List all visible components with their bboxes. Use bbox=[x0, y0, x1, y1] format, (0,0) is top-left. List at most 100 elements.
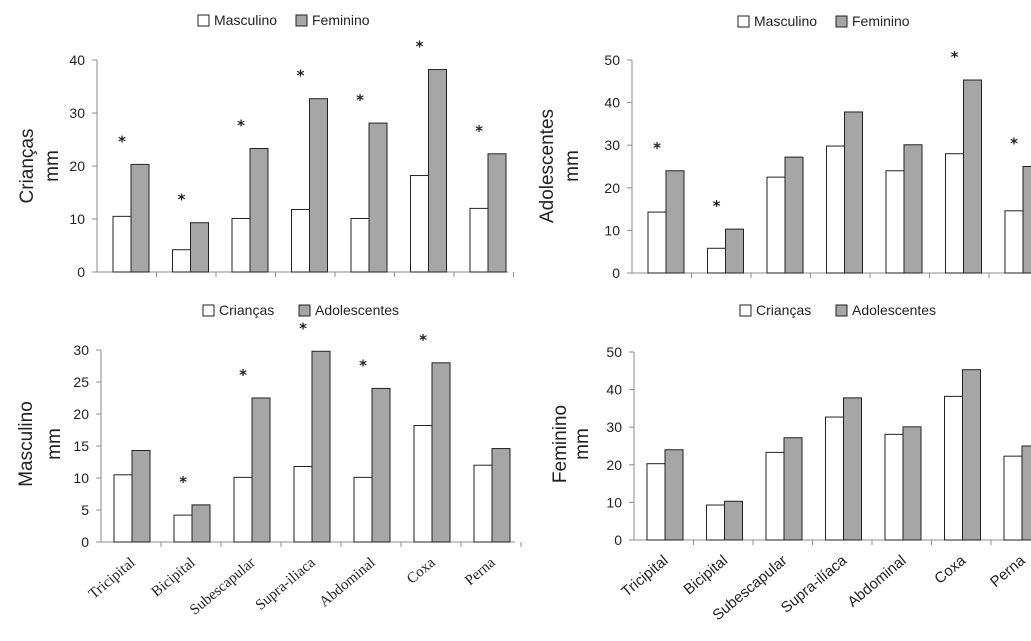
bar-feminino-5 bbox=[428, 69, 447, 273]
significance-asterisk: * bbox=[237, 117, 245, 135]
bar-masculino-4 bbox=[350, 217, 370, 273]
bar-masculino-2 bbox=[766, 176, 786, 274]
category-label: Coxa bbox=[931, 552, 969, 588]
y-tick-label: 0 bbox=[612, 265, 620, 281]
bar-feminino-0 bbox=[665, 170, 685, 274]
category-label: Coxa bbox=[404, 555, 439, 588]
bar-feminino-2 bbox=[784, 156, 804, 274]
bar-adolescentes-0 bbox=[664, 449, 684, 541]
y-tick-label: 20 bbox=[606, 457, 622, 473]
bar-masculino-5 bbox=[945, 153, 964, 274]
y-axis-title: Feminino bbox=[550, 405, 571, 483]
bar-crianças-6 bbox=[1003, 455, 1023, 541]
bar-feminino-5 bbox=[963, 79, 982, 274]
bar-feminino-4 bbox=[903, 144, 923, 274]
bar-masculino-6 bbox=[469, 207, 489, 273]
bar-crianças-1 bbox=[706, 504, 725, 541]
y-tick-label: 5 bbox=[81, 502, 89, 518]
y-tick-label: 25 bbox=[73, 374, 89, 390]
significance-asterisk: * bbox=[475, 122, 483, 140]
bar-adolescentes-1 bbox=[191, 504, 211, 543]
bar-masculino-0 bbox=[647, 211, 667, 274]
legend-swatch-feminino bbox=[835, 15, 848, 28]
legend-label: Crianças bbox=[219, 302, 274, 318]
bar-adolescentes-1 bbox=[724, 500, 743, 541]
bar-adolescentes-3 bbox=[843, 397, 862, 541]
y-tick-label: 30 bbox=[73, 342, 89, 358]
chart-panel-top-right: 0 10 20 30 40 50 * * * * Masculino Feminino Adolesce… bbox=[537, 13, 1031, 281]
legend-swatch-masculino bbox=[737, 15, 750, 28]
bar-crianças-1 bbox=[173, 514, 193, 543]
significance-asterisk: * bbox=[359, 356, 367, 374]
bar-adolescentes-2 bbox=[783, 437, 803, 541]
bar-crianças-0 bbox=[113, 474, 133, 543]
y-tick-label: 30 bbox=[69, 105, 85, 121]
y-axis-title: Masculino bbox=[16, 401, 37, 487]
legend-label: Adolescentes bbox=[315, 302, 399, 318]
category-label: Tricipital bbox=[618, 552, 671, 601]
bar-crianças-3 bbox=[825, 416, 844, 541]
bar-masculino-2 bbox=[231, 217, 251, 273]
bar-crianças-4 bbox=[884, 433, 904, 541]
y-tick-label: 20 bbox=[73, 406, 89, 422]
y-tick-label: 40 bbox=[606, 382, 622, 398]
significance-asterisk: * bbox=[416, 38, 424, 56]
significance-asterisk: * bbox=[951, 48, 959, 66]
y-axis-unit: mm bbox=[572, 428, 593, 460]
bar-adolescentes-6 bbox=[1021, 445, 1031, 541]
legend-label: Adolescentes bbox=[852, 302, 936, 318]
category-label: Perna bbox=[462, 555, 499, 589]
y-tick-label: 50 bbox=[604, 52, 620, 68]
legend-label: Feminino bbox=[312, 12, 370, 28]
y-tick-label: 10 bbox=[69, 211, 85, 227]
legend-swatch-crianças bbox=[202, 304, 215, 317]
y-tick-label: 20 bbox=[604, 180, 620, 196]
significance-asterisk: * bbox=[1010, 135, 1018, 153]
bar-masculino-0 bbox=[112, 215, 132, 273]
y-tick-label: 15 bbox=[73, 438, 89, 454]
legend-swatch-adolescentes bbox=[835, 304, 848, 317]
legend-label: Feminino bbox=[852, 13, 910, 29]
bar-feminino-3 bbox=[309, 98, 328, 273]
significance-asterisk: * bbox=[419, 331, 427, 349]
bar-crianças-0 bbox=[646, 463, 666, 541]
bar-feminino-0 bbox=[130, 163, 150, 273]
bar-masculino-3 bbox=[291, 208, 310, 273]
bar-feminino-6 bbox=[1022, 166, 1031, 274]
significance-asterisk: * bbox=[297, 67, 305, 85]
y-tick-label: 50 bbox=[606, 344, 622, 360]
y-tick-label: 0 bbox=[81, 534, 89, 550]
bar-masculino-5 bbox=[410, 175, 429, 273]
category-label: Bicipital bbox=[149, 555, 199, 600]
bar-feminino-6 bbox=[487, 153, 507, 273]
category-label: Bicipital bbox=[681, 552, 732, 598]
y-tick-label: 10 bbox=[604, 222, 620, 238]
legend-swatch-adolescentes bbox=[298, 304, 311, 317]
bar-masculino-4 bbox=[885, 170, 905, 274]
bar-feminino-2 bbox=[249, 148, 269, 273]
y-axis-unit: mm bbox=[42, 150, 63, 182]
significance-asterisk: * bbox=[299, 319, 307, 337]
legend-label: Masculino bbox=[754, 13, 817, 29]
bar-crianças-4 bbox=[353, 476, 373, 543]
category-label: Tricipital bbox=[86, 555, 139, 603]
bar-masculino-6 bbox=[1004, 210, 1024, 274]
bar-feminino-3 bbox=[844, 111, 863, 274]
bar-adolescentes-0 bbox=[131, 449, 151, 543]
bar-masculino-3 bbox=[826, 145, 845, 274]
y-tick-label: 10 bbox=[606, 494, 622, 510]
chart-panel-top-left: 0 10 20 30 40 * * * * * * * Masculino Feminino Criança… bbox=[17, 12, 514, 280]
category-label: Supra-iliaca bbox=[253, 555, 319, 614]
legend-label: Masculino bbox=[214, 12, 277, 28]
bar-adolescentes-4 bbox=[371, 387, 391, 543]
y-tick-label: 10 bbox=[73, 470, 89, 486]
y-axis-unit: mm bbox=[562, 150, 583, 182]
bar-adolescentes-5 bbox=[962, 369, 981, 541]
significance-asterisk: * bbox=[239, 366, 247, 384]
category-label: Abdominal bbox=[317, 555, 379, 611]
bar-crianças-3 bbox=[293, 465, 313, 543]
y-axis-title: Adolescentes bbox=[537, 109, 558, 223]
bar-crianças-5 bbox=[944, 395, 963, 541]
bar-feminino-1 bbox=[190, 222, 209, 273]
